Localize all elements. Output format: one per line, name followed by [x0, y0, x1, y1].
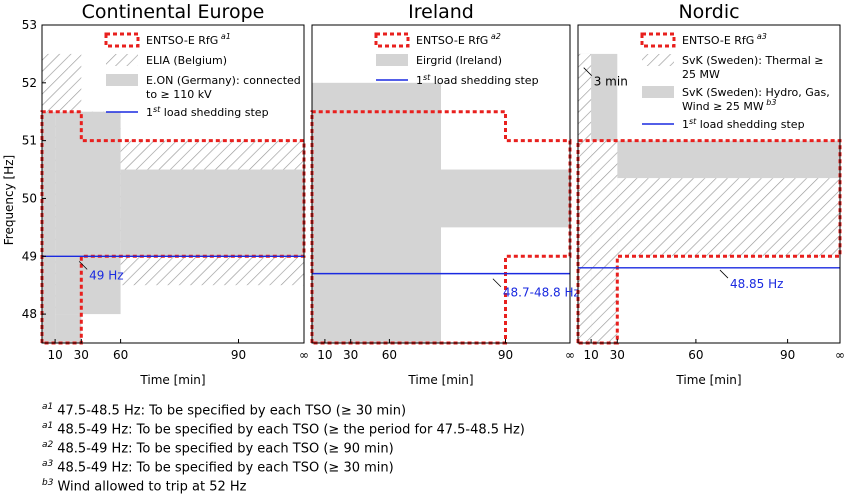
legend-swatch-grey — [642, 86, 674, 98]
legend-label: ENTSO-E RfG a1 — [146, 32, 231, 47]
plot-frame — [41, 24, 305, 344]
x-tick-label: 60 — [688, 348, 703, 362]
y-tick-label: 51 — [22, 134, 37, 148]
y-tick-label: 53 — [22, 18, 37, 32]
region-grey-block — [42, 111, 56, 344]
legend-label: ELIA (Belgium) — [146, 54, 227, 67]
plot-frame — [311, 24, 571, 344]
x-tick-label: 60 — [382, 348, 397, 362]
frequency-range-figure: Continental Europe 10 30 60 90 ∞ Time [min] 53 5… — [2, 1, 845, 387]
legend: ENTSO-E RfG a3 SvK (Sweden): Thermal ≥25 … — [640, 32, 830, 131]
x-tick-label: 30 — [610, 348, 625, 362]
x-tick-label: 10 — [47, 348, 62, 362]
legend-label: Eirgrid (Ireland) — [416, 54, 502, 67]
legend-swatch-hatch — [106, 54, 138, 66]
annotation-label: 49 Hz — [89, 268, 123, 282]
x-axis-label: Time [min] — [139, 373, 205, 387]
legend-swatch-grey — [376, 54, 408, 66]
annotation-leader — [78, 261, 88, 270]
x-tick-label: 10 — [583, 348, 598, 362]
legend-label: ENTSO-E RfG a3 — [682, 32, 767, 47]
y-tick-label: 48 — [22, 307, 37, 321]
region-grey-block — [312, 82, 441, 344]
x-tick-label: ∞ — [299, 348, 309, 362]
legend-label: 1st load shedding step — [682, 117, 805, 131]
region-grey-block — [120, 169, 304, 257]
region-hatch-block — [578, 53, 592, 344]
x-tick-label: 30 — [74, 348, 89, 362]
legend: ENTSO-E RfG a1 ELIA (Belgium) E.ON (German… — [104, 32, 301, 119]
footnote-5: b3 Wind allowed to trip at 52 Hz — [42, 478, 247, 495]
y-tick-label: 50 — [22, 191, 37, 205]
footnote-1: a1 47.5-48.5 Hz: To be specified by each … — [42, 402, 407, 419]
region-hatch-block — [617, 178, 840, 257]
x-axis-label: Time [min] — [407, 373, 473, 387]
region-grey-block — [55, 314, 82, 343]
annotation-leader — [492, 278, 502, 288]
y-tick-label: 49 — [22, 249, 37, 263]
annotation-leader — [719, 269, 729, 279]
annotation-label: 3 min — [594, 75, 628, 89]
region-grey-block — [617, 140, 840, 179]
legend-swatch-rfg — [374, 32, 410, 48]
legend-label: ENTSO-E RfG a2 — [416, 32, 501, 47]
legend-label-line2: 25 MW — [682, 68, 720, 81]
x-tick-label: 90 — [780, 348, 795, 362]
panel-continental-europe: Continental Europe 10 30 60 90 ∞ Time [min] 53 5… — [22, 1, 309, 387]
annotation-label: 48.7-48.8 Hz — [503, 286, 580, 300]
panel-nordic: Nordic 10 30 60 90 ∞ Time [min] 48.85 Hz 3 min EN… — [576, 1, 845, 387]
legend-label: SvK (Sweden): Thermal ≥ — [682, 54, 823, 67]
legend-label: SvK (Sweden): Hydro, Gas, — [682, 86, 830, 99]
annotation-leader — [583, 67, 593, 76]
legend-label: 1st load shedding step — [146, 105, 269, 119]
x-tick-label: ∞ — [835, 348, 845, 362]
footnote-4: a3 48.5-49 Hz: To be specified by each TS… — [42, 459, 394, 476]
region-grey-block — [441, 169, 570, 228]
y-tick-label: 52 — [22, 76, 37, 90]
panel-title: Ireland — [408, 1, 474, 23]
x-tick-label: ∞ — [565, 348, 575, 362]
legend: ENTSO-E RfG a2 Eirgrid (Ireland) 1st load … — [374, 32, 539, 87]
footnote-2: a1 48.5-49 Hz: To be specified by each TS… — [42, 421, 525, 438]
legend-swatch-rfg — [104, 32, 140, 48]
legend-label-line2: to ≥ 110 kV — [146, 88, 212, 101]
panel-title: Nordic — [678, 1, 739, 23]
legend-label-line2: Wind ≥ 25 MW b3 — [682, 98, 776, 113]
y-axis-label: Frequency [Hz] — [2, 155, 16, 246]
legend-label: 1st load shedding step — [416, 73, 539, 87]
legend-swatch-hatch — [642, 54, 674, 66]
panel-title: Continental Europe — [82, 1, 265, 23]
legend-label: E.ON (Germany): connected — [146, 74, 301, 87]
x-tick-label: 90 — [231, 348, 246, 362]
rfg-outline — [40, 110, 306, 345]
panel-ireland: Ireland 10 30 60 90 ∞ Time [min] 48.7-48.8 Hz EN… — [310, 1, 580, 387]
region-grey-block — [55, 111, 121, 315]
legend-swatch-rfg — [640, 32, 676, 48]
footnote-3: a2 48.5-49 Hz: To be specified by each TS… — [42, 440, 394, 457]
x-tick-label: 10 — [317, 348, 332, 362]
region-hatch-block — [591, 140, 618, 343]
x-tick-label: 60 — [113, 348, 128, 362]
annotation-label: 48.85 Hz — [730, 277, 784, 291]
x-axis-label: Time [min] — [675, 373, 741, 387]
x-tick-label: 90 — [498, 348, 513, 362]
plot-frame — [577, 24, 841, 344]
x-tick-label: 30 — [343, 348, 358, 362]
legend-swatch-grey — [106, 74, 138, 86]
